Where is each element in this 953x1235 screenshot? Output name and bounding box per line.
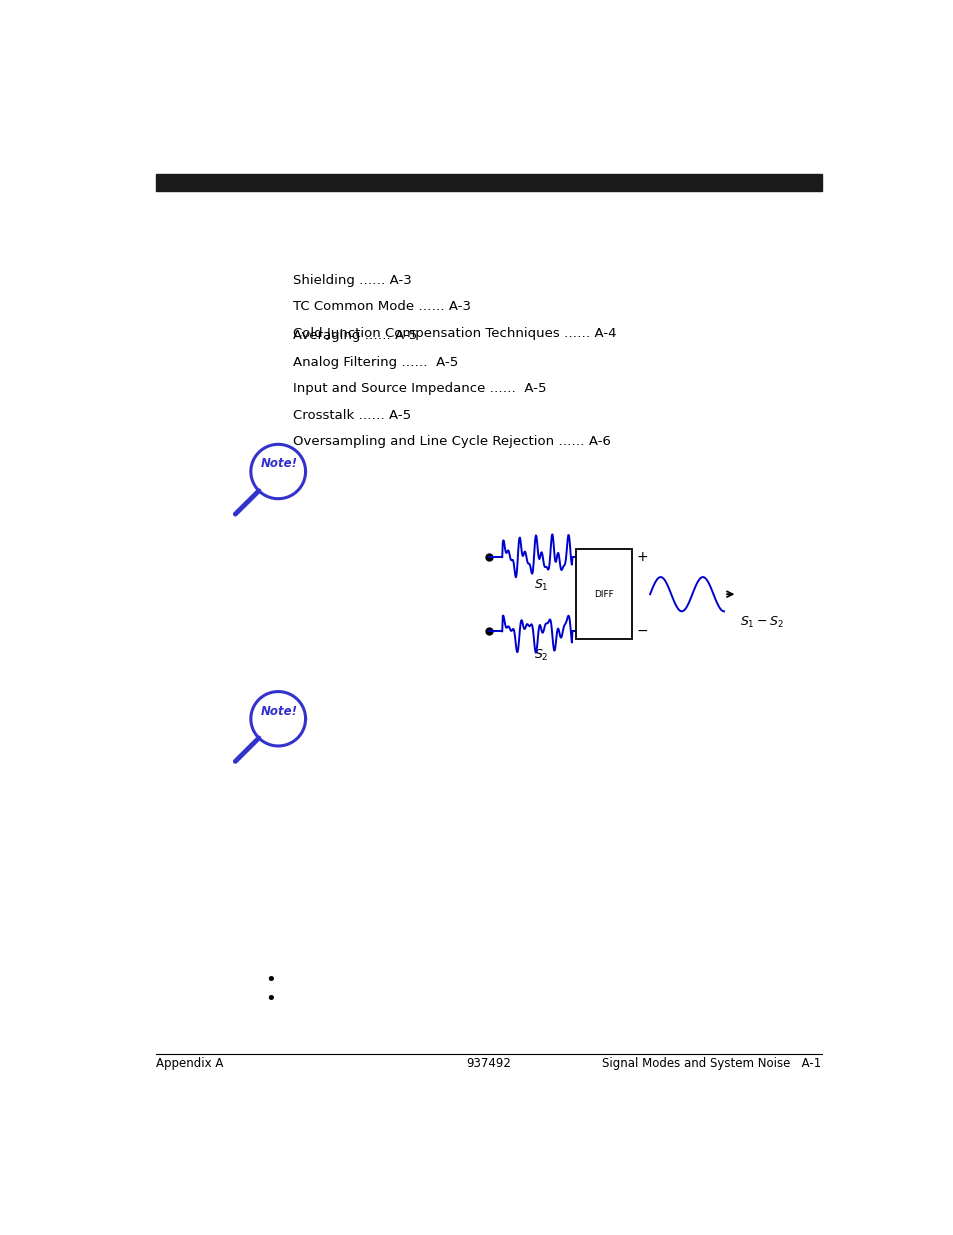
Polygon shape [251,445,305,499]
Text: Averaging …… A-5: Averaging …… A-5 [293,329,416,342]
Text: •: • [265,990,276,1008]
Text: Analog Filtering ……  A-5: Analog Filtering …… A-5 [293,356,457,368]
Text: Cold Junction Compensation Techniques …… A-4: Cold Junction Compensation Techniques ……… [293,327,616,340]
Text: Note!: Note! [261,457,298,471]
Text: −: − [636,624,647,638]
Text: 937492: 937492 [466,1056,511,1070]
Text: TC Common Mode …… A-3: TC Common Mode …… A-3 [293,300,471,314]
Text: $S_1 - S_2$: $S_1 - S_2$ [740,615,783,630]
Text: Signal Modes and System Noise   A-1: Signal Modes and System Noise A-1 [601,1056,821,1070]
Text: Appendix A: Appendix A [156,1056,223,1070]
Bar [156,174,821,191]
Polygon shape [251,692,305,746]
Text: DIFF: DIFF [594,589,613,599]
Text: •: • [265,971,276,989]
Text: +: + [636,550,647,564]
Text: Oversampling and Line Cycle Rejection …… A-6: Oversampling and Line Cycle Rejection ……… [293,436,610,448]
Text: $S_1$: $S_1$ [533,578,548,593]
Text: $S_2$: $S_2$ [533,648,548,663]
Text: Input and Source Impedance ……  A-5: Input and Source Impedance …… A-5 [293,382,546,395]
Text: Note!: Note! [261,705,298,718]
Text: Crosstalk …… A-5: Crosstalk …… A-5 [293,409,411,422]
Bar [576,550,631,640]
Text: Shielding …… A-3: Shielding …… A-3 [293,274,412,287]
